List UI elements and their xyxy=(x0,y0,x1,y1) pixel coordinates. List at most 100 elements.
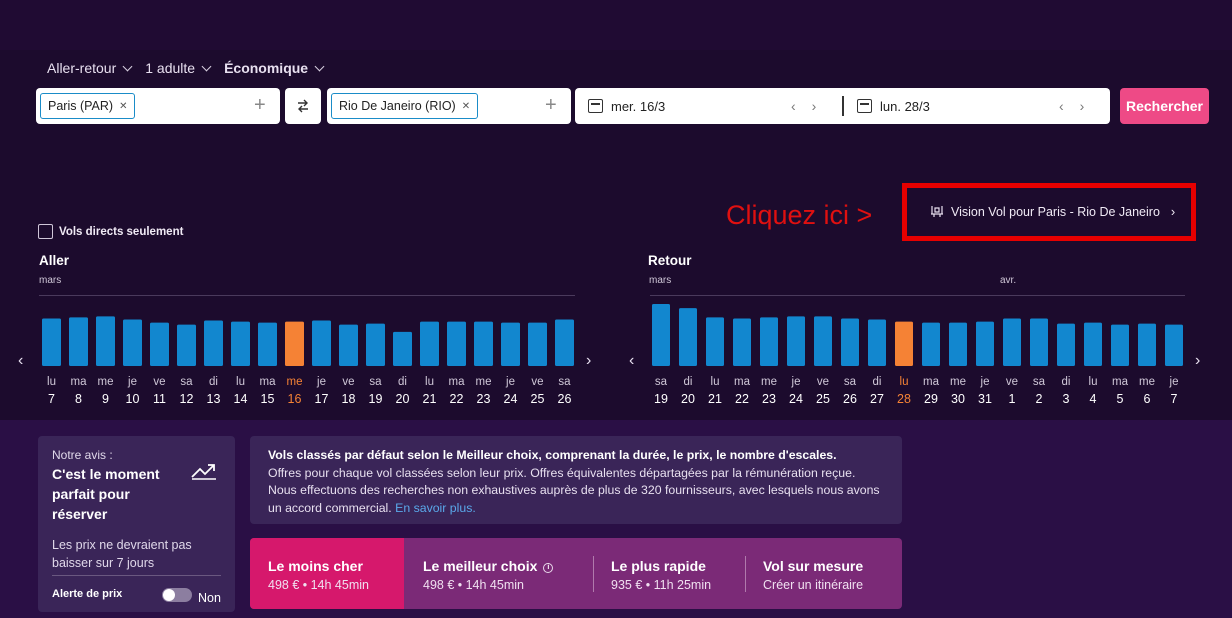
return-day-label: sa xyxy=(844,376,857,388)
dates-field: mer. 16/3 ‹ › lun. 28/3 ‹ › xyxy=(575,88,1110,124)
return-bar[interactable] xyxy=(1084,322,1102,366)
return-next-arrow[interactable]: › xyxy=(1195,352,1201,369)
passengers-dropdown[interactable]: 1 adulte xyxy=(145,60,212,76)
destination-field[interactable]: Rio De Janeiro (RIO) ✕ + xyxy=(327,88,571,124)
return-bar[interactable] xyxy=(706,317,724,366)
return-date-label: 31 xyxy=(978,392,992,406)
return-bar[interactable] xyxy=(868,319,886,367)
return-day-label: di xyxy=(684,376,693,388)
outbound-date-label: 13 xyxy=(207,392,221,406)
close-icon[interactable]: ✕ xyxy=(461,100,471,112)
outbound-bar[interactable] xyxy=(393,331,412,366)
return-bar[interactable] xyxy=(652,304,670,366)
learn-more-link[interactable]: En savoir plus. xyxy=(395,500,476,515)
return-bar[interactable] xyxy=(949,322,967,366)
sort-tab-cheapest[interactable]: Le moins cher 498 € • 14h 45min xyxy=(250,538,404,609)
origin-field[interactable]: Paris (PAR) ✕ + xyxy=(36,88,280,124)
outbound-day-label: je xyxy=(505,376,515,388)
return-prev-arrow[interactable]: ‹ xyxy=(629,352,635,369)
direct-only-checkbox[interactable] xyxy=(38,224,53,239)
outbound-day-label: lu xyxy=(236,376,245,388)
outbound-bar[interactable] xyxy=(474,321,493,366)
trip-type-dropdown[interactable]: Aller-retour xyxy=(47,60,133,76)
return-bar[interactable] xyxy=(1057,323,1075,366)
outbound-day-label: ve xyxy=(531,376,543,388)
return-date-label: 26 xyxy=(843,392,857,406)
outbound-bar[interactable] xyxy=(150,322,169,366)
outbound-bar[interactable] xyxy=(258,322,277,366)
cabin-dropdown[interactable]: Économique xyxy=(224,60,325,76)
outbound-prev-arrow[interactable]: ‹ xyxy=(18,352,24,369)
prev-date-icon[interactable]: ‹ xyxy=(791,98,796,114)
return-bar[interactable] xyxy=(976,321,994,366)
outbound-day-label: ma xyxy=(260,376,277,388)
outbound-date-label: 8 xyxy=(75,392,82,406)
outbound-price-chart: lu7ma8me9je10ve11sa12di13lu14ma15me16je1… xyxy=(42,304,1183,406)
outbound-bar[interactable] xyxy=(42,318,61,366)
return-date-label: 30 xyxy=(951,392,965,406)
sort-tab-custom[interactable]: Vol sur mesure Créer un itinéraire xyxy=(763,558,864,592)
outbound-bar[interactable] xyxy=(231,321,250,366)
return-bar[interactable] xyxy=(814,316,832,366)
outbound-date-label: 17 xyxy=(315,392,329,406)
outbound-bar[interactable] xyxy=(69,317,88,366)
plus-icon[interactable]: + xyxy=(254,94,266,116)
origin-chip: Paris (PAR) ✕ xyxy=(40,93,136,119)
vision-vol-link[interactable]: Vision Vol pour Paris - Rio De Janeiro › xyxy=(930,204,1175,219)
outbound-day-label: di xyxy=(398,376,407,388)
outbound-bar[interactable] xyxy=(420,321,439,366)
outbound-date-label: 7 xyxy=(48,392,55,406)
swap-button[interactable] xyxy=(285,88,321,124)
outbound-day-label: me xyxy=(287,376,303,388)
return-day-label: lu xyxy=(900,376,909,388)
return-bar[interactable] xyxy=(760,317,778,366)
next-date-icon[interactable]: › xyxy=(811,98,817,114)
depart-date[interactable]: mer. 16/3 xyxy=(588,88,665,124)
outbound-date-label: 24 xyxy=(504,392,518,406)
return-bar[interactable] xyxy=(1138,323,1156,366)
price-alert-toggle[interactable] xyxy=(162,588,192,602)
outbound-day-label: ve xyxy=(342,376,354,388)
return-bar[interactable] xyxy=(733,318,751,366)
outbound-bar[interactable] xyxy=(528,322,547,366)
return-day-label: sa xyxy=(655,376,668,388)
direct-only-filter[interactable]: Vols directs seulement xyxy=(38,224,183,239)
sort-tab-best[interactable]: Le meilleur choix i 498 € • 14h 45min xyxy=(405,538,593,609)
outbound-bar[interactable] xyxy=(339,324,358,366)
outbound-bar[interactable] xyxy=(312,320,331,366)
return-bar[interactable] xyxy=(1003,318,1021,366)
return-bar[interactable] xyxy=(922,322,940,366)
outbound-bar[interactable] xyxy=(555,319,574,367)
outbound-day-label: lu xyxy=(47,376,56,388)
plus-icon[interactable]: + xyxy=(545,94,557,116)
return-bar[interactable] xyxy=(787,316,805,366)
outbound-next-arrow[interactable]: › xyxy=(586,352,592,369)
outbound-bar[interactable] xyxy=(177,324,196,366)
prev-date-icon[interactable]: ‹ xyxy=(1059,98,1064,114)
outbound-bar[interactable] xyxy=(204,320,223,366)
outbound-day-label: je xyxy=(127,376,137,388)
close-icon[interactable]: ✕ xyxy=(119,100,128,112)
return-bar[interactable] xyxy=(1111,324,1129,366)
return-bar[interactable] xyxy=(1165,324,1183,366)
outbound-bar[interactable] xyxy=(123,319,142,367)
return-bar[interactable] xyxy=(841,318,859,366)
return-bar[interactable] xyxy=(1030,318,1048,366)
return-bar[interactable] xyxy=(895,321,913,366)
sort-tab-fastest[interactable]: Le plus rapide 935 € • 11h 25min xyxy=(611,558,712,592)
search-button[interactable]: Rechercher xyxy=(1120,88,1209,124)
info-icon[interactable]: i xyxy=(543,563,554,573)
return-date-label: 3 xyxy=(1063,392,1070,406)
return-date[interactable]: lun. 28/3 xyxy=(857,88,930,124)
outbound-bar[interactable] xyxy=(96,316,115,366)
return-date-label: 2 xyxy=(1036,392,1043,406)
outbound-day-label: me xyxy=(476,376,492,388)
outbound-bar[interactable] xyxy=(285,321,304,366)
outbound-bar[interactable] xyxy=(501,322,520,366)
outbound-bar[interactable] xyxy=(366,323,385,366)
return-bar[interactable] xyxy=(679,308,697,366)
outbound-day-label: je xyxy=(316,376,326,388)
next-date-icon[interactable]: › xyxy=(1079,98,1085,114)
outbound-bar[interactable] xyxy=(447,321,466,366)
return-date-label: 1 xyxy=(1009,392,1016,406)
